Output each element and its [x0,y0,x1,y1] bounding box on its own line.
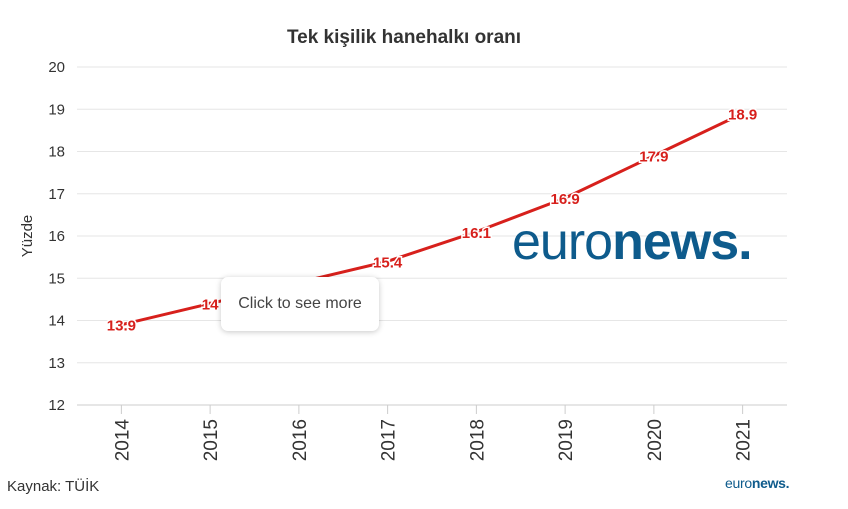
euronews-watermark-logo: euronews. [512,213,753,271]
y-tick-label: 12 [48,397,65,414]
chart-title: Tek kişilik hanehalkı oranı [286,27,522,48]
data-point [740,111,745,116]
data-point [474,229,479,234]
source-note: Kaynak: TÜİK [7,478,100,495]
data-label: 18.9 [728,106,757,123]
y-tick-label: 16 [48,228,65,245]
x-tick-label: 2020 [645,419,666,461]
y-tick-label: 13 [48,355,65,372]
y-tick-label: 14 [48,313,65,330]
y-tick-label: 20 [48,59,65,76]
x-tick-label: 2017 [379,419,400,461]
data-label: 14 [202,297,219,314]
y-tick-label: 17 [48,186,65,203]
data-label: 17.9 [639,149,668,166]
x-tick-label: 2016 [290,419,311,461]
data-point [119,322,124,327]
data-point [563,195,568,200]
data-point [208,301,213,306]
data-label: 16.1 [462,225,491,242]
data-label: 15.4 [373,254,403,271]
y-tick-label: 15 [48,270,65,287]
data-label: 16.9 [551,191,580,208]
euronews-footer-logo: euronews. [725,475,790,491]
x-tick-label: 2018 [467,419,488,461]
click-to-see-more-tooltip[interactable]: Click to see more [221,277,379,331]
y-tick-label: 19 [48,101,65,118]
data-point [385,259,390,264]
x-tick-label: 2014 [112,419,133,462]
x-tick-label: 2019 [556,419,577,461]
x-tick-label: 2015 [201,419,222,461]
x-tick-label: 2021 [734,419,755,461]
data-point [651,153,656,158]
data-label: 13.9 [107,318,136,335]
y-axis-title: Yüzde [19,215,36,258]
y-tick-label: 18 [48,144,65,161]
